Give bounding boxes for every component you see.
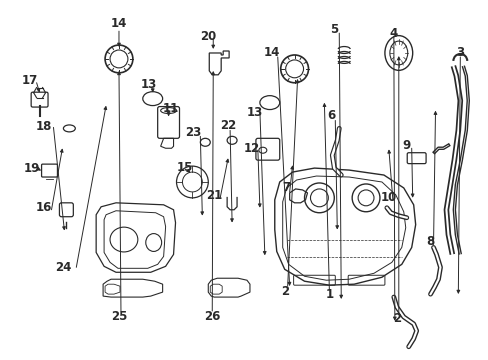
Text: 15: 15 <box>176 161 192 174</box>
Text: 13: 13 <box>141 78 157 91</box>
Text: 20: 20 <box>200 30 216 42</box>
Text: 26: 26 <box>203 310 220 323</box>
Text: 6: 6 <box>326 109 335 122</box>
Text: 19: 19 <box>23 162 40 175</box>
Text: 5: 5 <box>329 23 338 36</box>
Text: 7: 7 <box>282 181 290 194</box>
Text: 8: 8 <box>426 235 434 248</box>
Text: 4: 4 <box>389 27 397 40</box>
Text: 3: 3 <box>455 46 464 59</box>
Text: 14: 14 <box>111 17 127 30</box>
Text: 11: 11 <box>162 102 178 115</box>
Text: 23: 23 <box>185 126 201 139</box>
Text: 22: 22 <box>220 119 236 132</box>
Text: 14: 14 <box>263 46 280 59</box>
Text: 13: 13 <box>246 106 263 119</box>
Text: 18: 18 <box>35 120 52 133</box>
Text: 17: 17 <box>21 74 38 87</box>
Text: 9: 9 <box>402 139 410 152</box>
Text: 12: 12 <box>244 142 260 155</box>
Text: 10: 10 <box>380 192 396 204</box>
Text: 21: 21 <box>205 189 222 202</box>
Text: 2: 2 <box>392 312 400 325</box>
Text: 1: 1 <box>325 288 333 301</box>
Text: 16: 16 <box>35 201 52 214</box>
Text: 24: 24 <box>55 261 71 274</box>
Text: 2: 2 <box>280 285 288 298</box>
Text: 25: 25 <box>111 310 127 323</box>
